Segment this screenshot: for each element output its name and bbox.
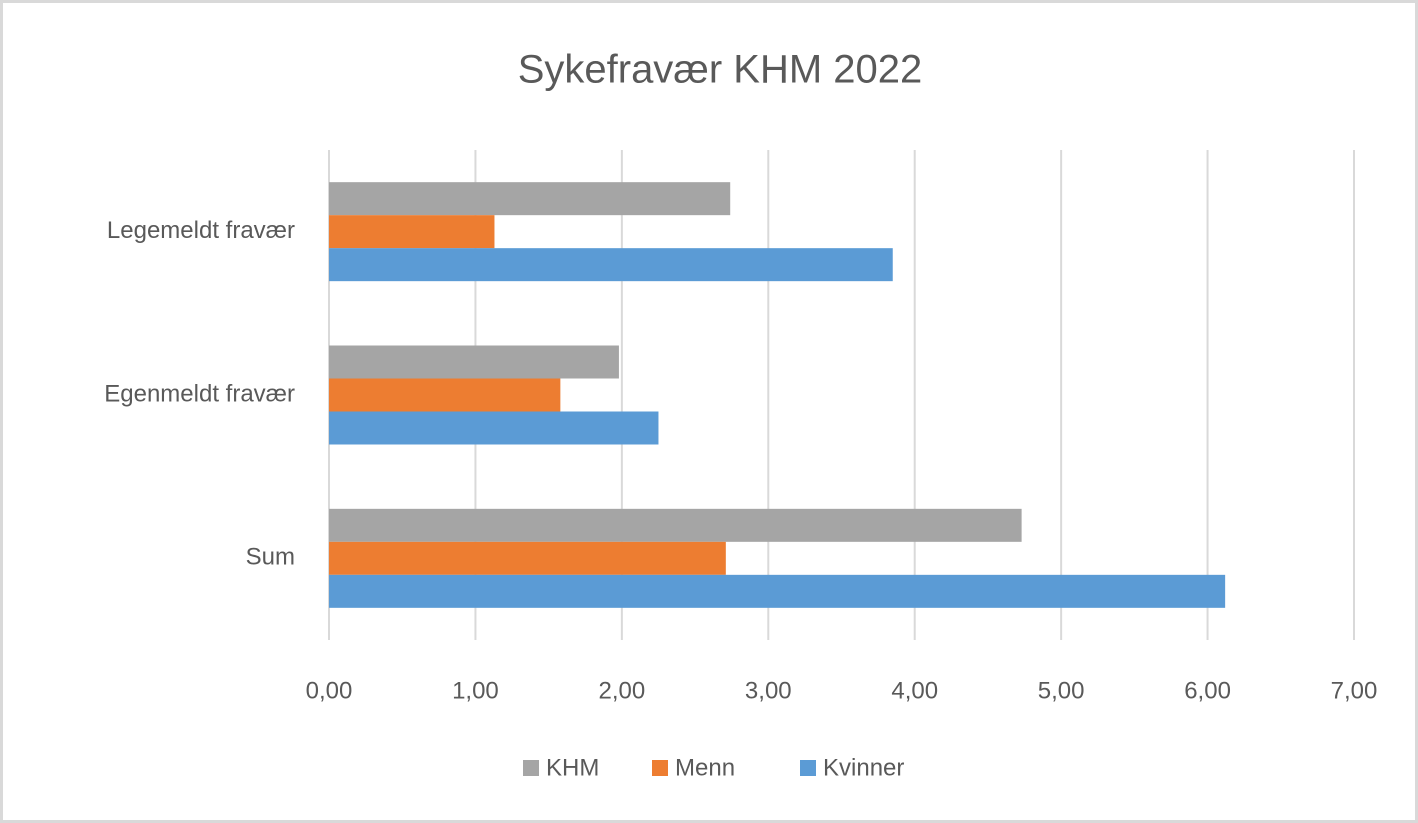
y-tick-label: Egenmeldt fravær: [104, 380, 295, 407]
bar: [329, 378, 561, 412]
bar: [329, 248, 893, 282]
bar: [329, 345, 619, 379]
legend-label: Kvinner: [823, 754, 904, 781]
legend-swatch: [523, 760, 539, 776]
bar: [329, 574, 1226, 608]
bar: [329, 182, 731, 216]
x-tick-label: 6,00: [1184, 677, 1231, 704]
x-tick-label: 0,00: [306, 677, 353, 704]
x-tick-label: 1,00: [452, 677, 499, 704]
x-tick-label: 3,00: [745, 677, 792, 704]
legend-label: KHM: [546, 754, 599, 781]
y-tick-label: Legemeldt fravær: [107, 217, 295, 244]
x-tick-label: 5,00: [1038, 677, 1085, 704]
bar: [329, 411, 659, 445]
x-tick-label: 4,00: [891, 677, 938, 704]
y-tick-label: Sum: [246, 544, 295, 571]
legend-swatch: [800, 760, 816, 776]
x-tick-label: 7,00: [1331, 677, 1378, 704]
bar: [329, 541, 726, 575]
bar: [329, 508, 1022, 542]
legend-swatch: [652, 760, 668, 776]
x-tick-label: 2,00: [598, 677, 645, 704]
legend-label: Menn: [675, 754, 735, 781]
bar: [329, 215, 495, 249]
chart-title: Sykefravær KHM 2022: [518, 48, 923, 92]
